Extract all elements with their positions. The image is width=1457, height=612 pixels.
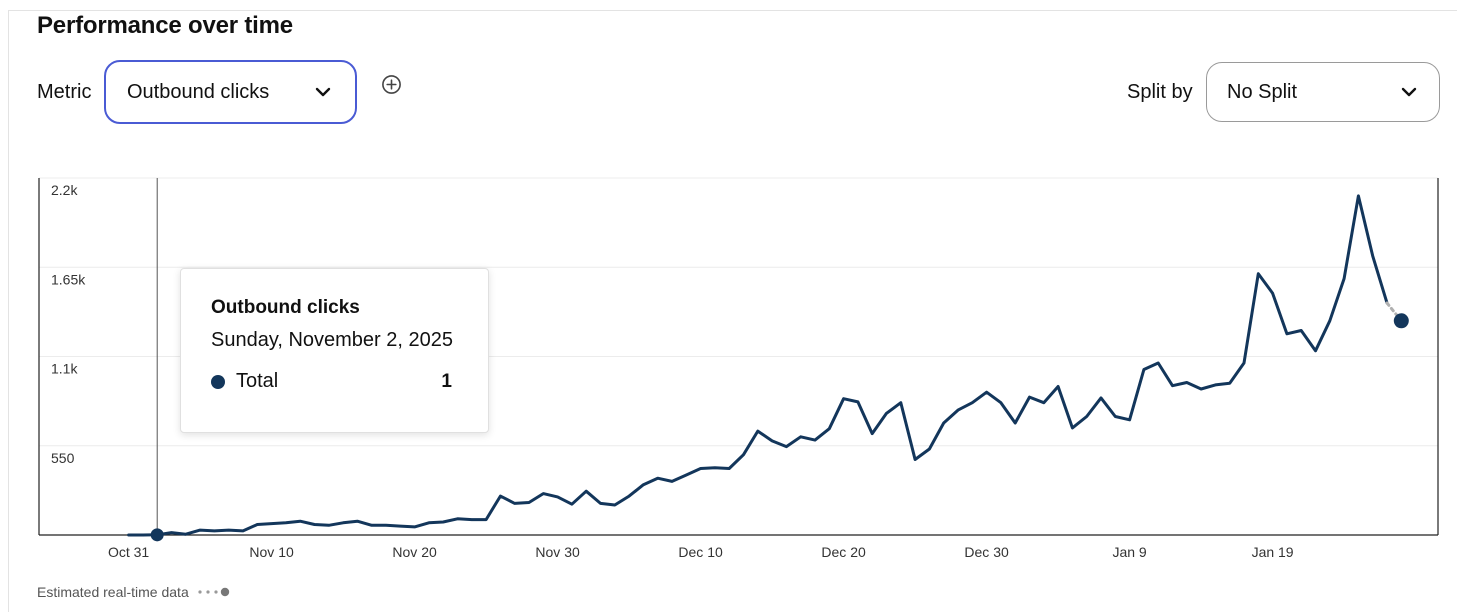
chevron-down-icon bbox=[313, 82, 333, 102]
estimated-segment bbox=[1385, 301, 1403, 323]
x-tick-label: Oct 31 bbox=[108, 544, 149, 560]
tooltip-series-name: Total bbox=[236, 370, 279, 392]
dot-icon bbox=[211, 374, 225, 389]
estimated-data-note: Estimated real-time data bbox=[37, 584, 237, 600]
tooltip-title: Outbound clicks bbox=[211, 297, 360, 318]
highlight-point bbox=[150, 528, 164, 542]
page-title: Performance over time bbox=[37, 12, 293, 39]
tooltip-value: 1 bbox=[441, 370, 452, 392]
split-dropdown[interactable]: No Split bbox=[1206, 62, 1440, 122]
plus-circle-icon bbox=[382, 75, 401, 94]
x-tick-label: Nov 10 bbox=[249, 544, 294, 560]
x-tick-label: Dec 20 bbox=[821, 544, 866, 560]
y-tick-label: 1.1k bbox=[51, 361, 78, 377]
split-label: Split by bbox=[1127, 81, 1193, 103]
chevron-down-icon bbox=[1399, 82, 1419, 102]
x-tick-label: Nov 20 bbox=[392, 544, 437, 560]
add-metric-button[interactable] bbox=[381, 74, 402, 95]
estimated-endpoint bbox=[1393, 313, 1409, 329]
metric-label: Metric bbox=[37, 81, 92, 103]
x-tick-label: Jan 19 bbox=[1252, 544, 1294, 560]
card-left-border bbox=[8, 10, 9, 612]
y-tick-label: 550 bbox=[51, 450, 75, 466]
x-tick-label: Jan 9 bbox=[1112, 544, 1146, 560]
y-tick-label: 2.2k bbox=[51, 182, 78, 198]
chart-tooltip: Outbound clicks Sunday, November 2, 2025… bbox=[180, 268, 489, 433]
metric-dropdown-value: Outbound clicks bbox=[127, 80, 270, 103]
tooltip-date: Sunday, November 2, 2025 bbox=[211, 329, 454, 351]
x-tick-label: Dec 10 bbox=[678, 544, 723, 560]
card-top-border bbox=[8, 10, 1457, 11]
estimated-data-text: Estimated real-time data bbox=[37, 584, 189, 600]
x-tick-label: Dec 30 bbox=[964, 544, 1009, 560]
split-dropdown-value: No Split bbox=[1227, 80, 1298, 103]
metric-dropdown[interactable]: Outbound clicks bbox=[104, 60, 357, 124]
tooltip-row: Total 1 bbox=[211, 370, 458, 393]
x-tick-label: Nov 30 bbox=[535, 544, 580, 560]
y-tick-label: 1.65k bbox=[51, 271, 86, 287]
series-line-total bbox=[127, 194, 1389, 537]
estimated-line-icon bbox=[198, 587, 229, 597]
